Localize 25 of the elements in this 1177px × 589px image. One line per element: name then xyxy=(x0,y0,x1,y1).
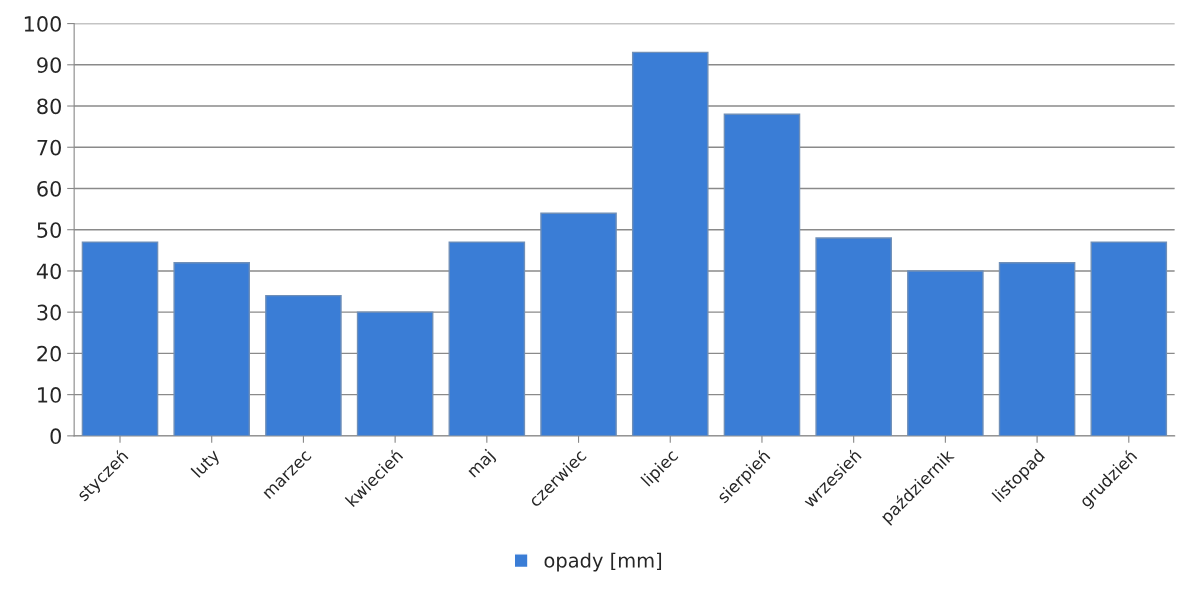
bar xyxy=(907,270,984,436)
y-tick-label: 20 xyxy=(37,345,61,362)
y-tick-label: 0 xyxy=(50,428,61,445)
legend-label: opady [mm] xyxy=(544,552,662,572)
bar xyxy=(631,51,709,436)
bar xyxy=(815,237,892,436)
x-tick-label: luty xyxy=(190,448,223,481)
y-tick-label: 80 xyxy=(37,98,61,115)
y-tick-label: 60 xyxy=(37,180,61,197)
bar xyxy=(173,261,251,436)
y-tick-label: 30 xyxy=(37,304,61,321)
bar xyxy=(540,212,617,436)
bar xyxy=(81,241,159,436)
y-tick-label: 50 xyxy=(37,222,61,238)
y-tick-label: 40 xyxy=(36,263,61,280)
y-tick-label: 10 xyxy=(38,387,61,403)
bar xyxy=(998,261,1076,436)
bar xyxy=(356,311,434,436)
bar xyxy=(448,241,526,436)
y-tick-label: 90 xyxy=(37,57,61,73)
bar xyxy=(723,113,801,436)
bar xyxy=(1090,241,1168,436)
y-tick-label: 70 xyxy=(37,139,61,156)
y-tick-label: 100 xyxy=(24,16,61,32)
bar xyxy=(265,294,342,436)
